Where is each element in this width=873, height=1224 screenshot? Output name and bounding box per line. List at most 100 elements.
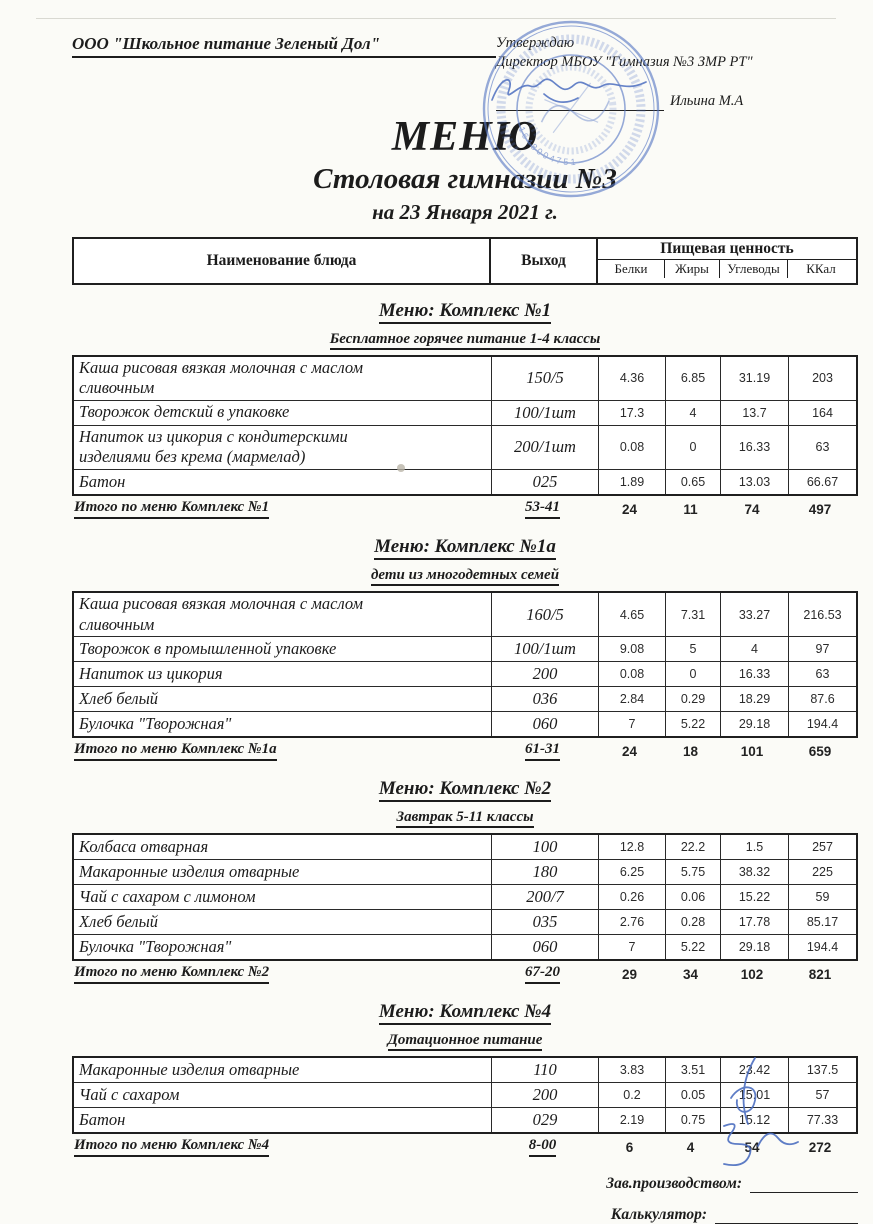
value-carbs: 23.42: [720, 1058, 788, 1083]
scan-edge-artifact: [36, 18, 836, 19]
total-label-cell: Итого по меню Комплекс №2: [72, 964, 489, 985]
value-kcal: 59: [788, 885, 856, 910]
value-kcal: 257: [788, 835, 856, 860]
dish-output: 025: [491, 470, 598, 495]
value-kcal: 87.6: [788, 687, 856, 712]
dish-name: Хлеб белый: [79, 911, 159, 931]
approval-signature-row: Ильина М.А: [496, 92, 858, 111]
total-output: 8-00: [528, 1137, 557, 1158]
value-fat: 7.31: [665, 593, 720, 637]
menu-sections: Меню: Комплекс №1 Бесплатное горячее пит…: [72, 299, 858, 1160]
value-protein: 0.26: [598, 885, 665, 910]
manager-label: Зав.производством:: [606, 1175, 742, 1193]
value-protein: 0.08: [598, 425, 665, 470]
page-subtitle: Столовая гимназии №3: [313, 162, 617, 195]
dish-output: 180: [491, 860, 598, 885]
dish-row: Батон 025 1.89 0.65 13.03 66.67: [74, 469, 856, 495]
dish-row: Чай с сахаром с лимоном 200/7 0.26 0.06 15.2…: [74, 884, 856, 910]
total-fat: 34: [682, 966, 699, 982]
total-fat: 11: [683, 501, 698, 517]
value-carbs: 29.18: [720, 712, 788, 737]
value-protein: 4.65: [598, 593, 665, 637]
value-kcal: 137.5: [788, 1058, 856, 1083]
value-carbs: 15.01: [720, 1083, 788, 1108]
dish-row: Напиток из цикория с кондитерскими издел…: [74, 424, 856, 470]
value-kcal: 194.4: [788, 935, 856, 960]
value-fat: 3.51: [665, 1058, 720, 1083]
value-kcal: 63: [788, 425, 856, 470]
value-carbs: 38.32: [720, 860, 788, 885]
calculator-signature-row: Калькулятор:: [72, 1206, 858, 1224]
value-kcal: 203: [788, 356, 856, 400]
section-total-row: Итого по меню Комплекс №4 8-00 6 4 54 27…: [72, 1137, 858, 1159]
dish-name: Творожок детский в упаковке: [79, 402, 290, 422]
dish-name: Творожок в промышленной упаковке: [79, 638, 337, 658]
value-fat: 0.05: [665, 1083, 720, 1108]
total-label-cell: Итого по меню Комплекс №1а: [72, 741, 489, 762]
dish-name: Чай с сахаром: [79, 1084, 180, 1104]
total-output: 67-20: [525, 964, 560, 985]
dish-name: Батон: [79, 471, 126, 491]
scan-dot-artifact: [397, 464, 405, 472]
dish-output: 200/1шт: [491, 425, 598, 470]
value-fat: 22.2: [665, 835, 720, 860]
dish-row: Колбаса отварная 100 12.8 22.2 1.5 257: [74, 835, 856, 860]
value-carbs: 16.33: [720, 425, 788, 470]
dish-row: Каша рисовая вязкая молочная с маслом сл…: [74, 356, 856, 400]
section-menu-title: Меню: Комплекс №1: [72, 299, 858, 324]
value-kcal: 85.17: [788, 910, 856, 935]
dish-row: Напиток из цикория 200 0.08 0 16.33 63: [74, 661, 856, 687]
menu-section: Меню: Комплекс №1 Бесплатное горячее пит…: [72, 299, 858, 522]
value-fat: 5: [665, 637, 720, 662]
approval-word: Утверждаю: [496, 35, 575, 51]
value-carbs: 15.12: [720, 1108, 788, 1133]
dish-name: Напиток из цикория: [79, 663, 223, 683]
dish-row: Творожок в промышленной упаковке 100/1шт 9…: [74, 636, 856, 662]
total-label: Итого по меню Комплекс №1: [74, 499, 270, 520]
dish-name: Каша рисовая вязкая молочная с маслом сл…: [79, 357, 363, 398]
value-carbs: 13.03: [720, 470, 788, 495]
column-header-protein: Белки: [598, 259, 665, 278]
section-menu-title: Меню: Комплекс №2: [72, 778, 858, 803]
value-carbs: 1.5: [720, 835, 788, 860]
dish-row: Батон 029 2.19 0.75 15.12 77.33: [74, 1107, 856, 1133]
value-carbs: 18.29: [720, 687, 788, 712]
dish-output: 200: [491, 1083, 598, 1108]
value-fat: 0: [665, 425, 720, 470]
dish-name: Напиток из цикория с кондитерскими издел…: [79, 426, 348, 467]
value-carbs: 17.78: [720, 910, 788, 935]
dish-output: 035: [491, 910, 598, 935]
menu-date: на 23 Января 2021 г.: [372, 199, 558, 224]
total-output-cell: 67-20: [489, 964, 596, 985]
dish-row: Макаронные изделия отварные 110 3.83 3.51 23…: [74, 1058, 856, 1083]
value-fat: 6.85: [665, 356, 720, 400]
value-protein: 2.84: [598, 687, 665, 712]
dish-name: Макаронные изделия отварные: [79, 1059, 300, 1079]
value-fat: 4: [665, 400, 720, 425]
value-fat: 5.22: [665, 712, 720, 737]
total-carbs: 74: [744, 501, 760, 517]
value-kcal: 57: [788, 1083, 856, 1108]
value-protein: 3.83: [598, 1058, 665, 1083]
value-carbs: 4: [720, 637, 788, 662]
dish-output: 029: [491, 1108, 598, 1133]
column-header-nutrition-group: Пищевая ценность Белки Жиры Углеводы ККа…: [598, 239, 856, 283]
total-kcal: 821: [808, 966, 832, 982]
value-kcal: 225: [788, 860, 856, 885]
dish-table: Колбаса отварная 100 12.8 22.2 1.5 257 Макарон…: [72, 833, 858, 962]
total-kcal: 497: [808, 501, 832, 517]
section-total-row: Итого по меню Комплекс №2 67-20 29 34 10…: [72, 964, 858, 986]
total-kcal: 272: [808, 1139, 832, 1155]
dish-row: Булочка "Творожная" 060 7 5.22 29.18 194.4: [74, 934, 856, 960]
total-carbs: 101: [740, 743, 764, 759]
total-label-cell: Итого по меню Комплекс №1: [72, 499, 489, 520]
section-subtitle: Бесплатное горячее питание 1-4 классы: [72, 330, 858, 350]
total-output: 53-41: [525, 499, 560, 520]
section-subtitle: дети из многодетных семей: [72, 567, 858, 587]
dish-output: 200: [491, 662, 598, 687]
total-protein: 29: [621, 966, 638, 982]
value-kcal: 97: [788, 637, 856, 662]
dish-name: Хлеб белый: [79, 688, 159, 708]
value-kcal: 77.33: [788, 1108, 856, 1133]
value-protein: 9.08: [598, 637, 665, 662]
